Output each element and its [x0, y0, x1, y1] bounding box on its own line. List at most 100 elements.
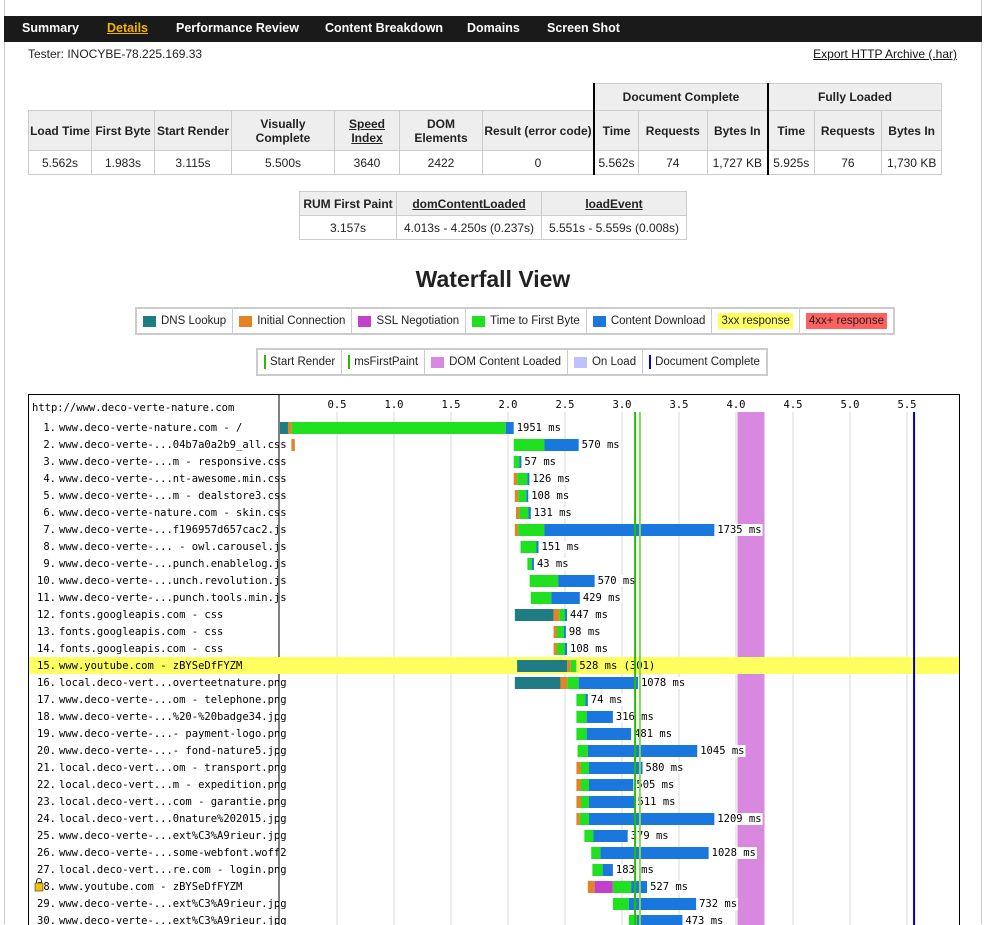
timing-bar-ttfb [612, 898, 629, 910]
timing-bar-ttfb [529, 575, 559, 587]
request-number: 17. [37, 694, 56, 706]
timing-bar-dl [628, 898, 697, 910]
request-url: fonts.googleapis.com - css [59, 643, 223, 655]
request-number: 9. [43, 558, 56, 570]
timing-bar-dl [526, 490, 529, 502]
request-url: www.deco-verte-...ext%C3%A9rieur.jpg [59, 830, 287, 842]
timing-bar-conn [513, 473, 518, 485]
legend-label: DOM Content Loaded [449, 356, 561, 368]
request-number: 30. [37, 915, 56, 925]
fully-time-header: Time [766, 110, 815, 151]
request-number: 3. [43, 456, 56, 468]
timing-bar-dl [505, 422, 514, 434]
axis-tick-label: 4.0 [727, 399, 746, 411]
timing-bar-conn [553, 609, 560, 621]
request-duration-label: 473 ms [685, 915, 723, 925]
doc-bytes-header: Bytes In [706, 110, 769, 151]
timing-bar-ttfb [557, 643, 565, 655]
tab-summary[interactable]: Summary [22, 21, 79, 35]
timing-bar-dl [578, 677, 638, 689]
duration-label-bg [649, 881, 690, 893]
request-url: www.deco-verte-...some-webfont.woff2 [59, 847, 287, 859]
dom-content-loaded-header[interactable]: domContentLoaded [396, 191, 542, 216]
duration-label-bg [569, 609, 609, 621]
legend-connection: Initial Connection [233, 309, 353, 333]
tab-screen-shot[interactable]: Screen Shot [547, 21, 620, 35]
request-duration-label: 447 ms [570, 609, 608, 621]
request-duration-label: 131 ms [534, 507, 572, 519]
timing-bar-conn [291, 439, 295, 451]
legend-label: On Load [591, 356, 637, 368]
timing-bar-conn [553, 626, 558, 638]
timing-bar-dl [558, 575, 595, 587]
duration-label-bg [639, 677, 687, 689]
request-duration-label: 1209 ms [717, 813, 761, 825]
request-url: www.deco-verte-...unch.revolution.js [59, 575, 287, 587]
axis-tick-label: 1.0 [385, 399, 404, 411]
load-event-value: 5.551s - 5.559s (0.008s) [541, 215, 687, 240]
spacer-cell [28, 83, 594, 111]
onload-swatch [573, 356, 587, 368]
duration-label-bg [581, 592, 622, 604]
request-duration-label: 1951 ms [517, 422, 561, 434]
timing-bar-dl [588, 779, 634, 791]
axis-tick-label: 0.5 [328, 399, 347, 411]
timing-bar-ttfb [579, 813, 589, 825]
timing-bar-conn [515, 507, 520, 519]
legend-label: 3xx response [718, 313, 793, 329]
request-duration-label: 1028 ms [712, 847, 756, 859]
timing-bar-ttfb [559, 609, 565, 621]
start-render-value: 3.115s [154, 150, 232, 175]
timing-bar-dl [528, 507, 531, 519]
tab-domains[interactable]: Domains [467, 21, 520, 35]
timing-bar-ttfb [592, 864, 603, 876]
dcl-swatch [431, 356, 445, 368]
doc-bytes-value: 1,727 KB [706, 150, 769, 175]
request-duration-label: 570 ms [598, 575, 636, 587]
tab-details[interactable]: Details [107, 21, 148, 35]
tab-performance-review[interactable]: Performance Review [176, 21, 299, 35]
top-navigation: Summary Details Performance Review Conte… [4, 16, 982, 42]
legend-ssl: SSL Negotiation [352, 309, 467, 333]
request-number: 21. [37, 762, 56, 774]
timing-bar-ttfb [517, 473, 528, 485]
request-duration-label: 108 ms [531, 490, 569, 502]
fully-requests-value: 76 [813, 150, 883, 175]
speed-index-header[interactable]: Speed Index [334, 110, 400, 151]
timing-bar-dl [600, 847, 709, 859]
duration-label-bg [596, 575, 637, 587]
duration-label-bg [530, 490, 571, 502]
timing-bar-dl [602, 864, 613, 876]
timing-bar-dl [593, 830, 628, 842]
duration-label-bg [580, 439, 621, 451]
timing-legend: Start Render msFirstPaint DOM Content Lo… [256, 348, 768, 376]
export-har-link[interactable]: Export HTTP Archive (.har) [813, 47, 957, 61]
duration-label-bg [567, 626, 602, 638]
timing-bar-dl [588, 813, 715, 825]
request-duration-label: 429 ms [583, 592, 621, 604]
first-byte-header: First Byte [91, 110, 155, 151]
request-url: www.deco-verte-...nt-awesome.min.css [59, 473, 287, 485]
timing-bar-ttfb [584, 830, 594, 842]
axis-tick-label: 2.5 [556, 399, 575, 411]
timing-bar-dns [517, 660, 568, 672]
duration-label-bg [644, 762, 685, 774]
timing-bar-dl [551, 592, 580, 604]
request-duration-label: 580 ms [646, 762, 684, 774]
connection-swatch [239, 315, 253, 327]
start-render-line-swatch [264, 355, 266, 369]
fully-requests-header: Requests [813, 110, 883, 151]
axis-tick-label: 1.5 [442, 399, 461, 411]
duration-label-bg [589, 694, 624, 706]
request-number: 5. [43, 490, 56, 502]
result-header: Result (error code) [482, 110, 595, 151]
tab-content-breakdown[interactable]: Content Breakdown [325, 21, 444, 35]
request-url: www.deco-verte-...ext%C3%A9rieur.jpg [59, 898, 287, 910]
timing-bar-conn [514, 490, 519, 502]
duration-label-bg [578, 660, 657, 672]
load-event-header[interactable]: loadEvent [541, 191, 687, 216]
waterfall-chart: 0.5 1.0 1.5 2.0 2.5 3.0 3.5 4.0 4.5 5.0 5.5 http://… [28, 394, 960, 925]
request-duration-label: 151 ms [542, 541, 580, 553]
timing-bar-dl [588, 796, 635, 808]
legend-label: 4xx+ response [805, 313, 887, 329]
